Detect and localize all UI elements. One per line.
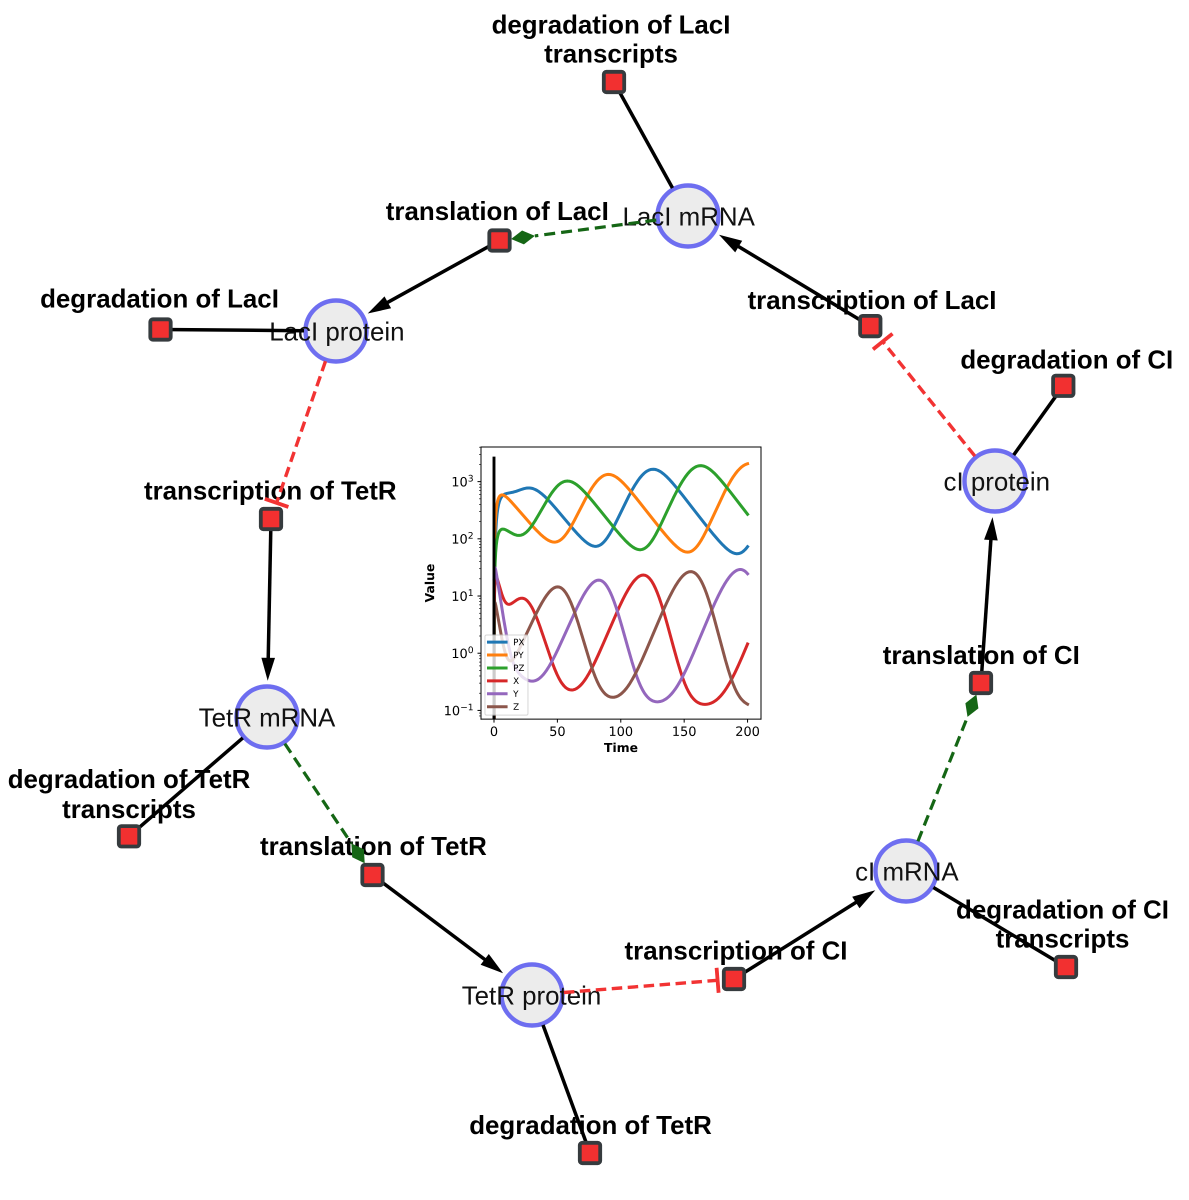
svg-text:translation of TetR: translation of TetR (260, 833, 487, 861)
svg-text:transcription of CI: transcription of CI (625, 938, 848, 966)
svg-text:degradation of LacI: degradation of LacI (492, 12, 731, 40)
svg-text:transcripts: transcripts (544, 41, 678, 69)
svg-text:TetR mRNA: TetR mRNA (199, 705, 336, 733)
svg-text:transcription of LacI: transcription of LacI (748, 287, 997, 315)
svg-text:cI mRNA: cI mRNA (855, 859, 959, 887)
svg-text:degradation of TetR: degradation of TetR (8, 766, 251, 794)
svg-text:LacI protein: LacI protein (269, 319, 404, 347)
svg-text:degradation of TetR: degradation of TetR (469, 1112, 712, 1140)
svg-text:degradation of LacI: degradation of LacI (40, 285, 279, 313)
svg-text:degradation of CI: degradation of CI (960, 346, 1173, 374)
svg-text:transcripts: transcripts (996, 926, 1130, 954)
svg-text:transcripts: transcripts (62, 796, 196, 824)
svg-text:TetR protein: TetR protein (462, 983, 602, 1011)
svg-text:LacI mRNA: LacI mRNA (623, 204, 756, 232)
svg-text:translation of LacI: translation of LacI (386, 198, 609, 226)
svg-text:cI protein: cI protein (944, 469, 1051, 497)
svg-text:degradation of CI: degradation of CI (956, 897, 1169, 925)
